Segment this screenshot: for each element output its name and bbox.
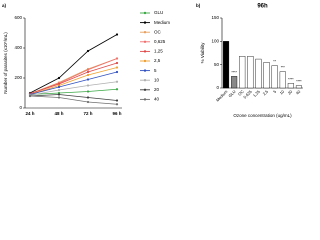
legend-marker bbox=[143, 98, 147, 101]
legend-label: 2,5 bbox=[154, 58, 161, 63]
x-tick-label: 48 h bbox=[54, 111, 63, 116]
point bbox=[86, 73, 90, 77]
legend-marker bbox=[143, 40, 147, 43]
y-tick-label: 150 bbox=[211, 15, 219, 20]
chart-title: 96h bbox=[257, 4, 268, 10]
x-tick-label: 72 h bbox=[83, 111, 92, 116]
point bbox=[86, 96, 90, 99]
legend-marker bbox=[143, 59, 147, 63]
point bbox=[115, 61, 119, 65]
significance-label: **** bbox=[231, 70, 237, 74]
point bbox=[57, 93, 61, 96]
significance-label: *** bbox=[281, 66, 286, 70]
x-tick-label: 20 bbox=[287, 88, 294, 95]
legend-marker bbox=[143, 21, 147, 24]
x-tick-label: 24 h bbox=[25, 111, 34, 116]
bar bbox=[239, 56, 246, 89]
point bbox=[115, 33, 119, 36]
y-axis-label: % Viability bbox=[200, 42, 205, 63]
x-tick-label: 1,25 bbox=[252, 88, 262, 98]
series-line bbox=[29, 71, 118, 95]
legend-marker bbox=[143, 79, 147, 82]
legend-label: OC bbox=[154, 29, 162, 34]
point bbox=[57, 76, 61, 80]
point bbox=[57, 85, 61, 89]
bar bbox=[247, 56, 254, 89]
series-line bbox=[29, 67, 118, 95]
bar bbox=[271, 65, 278, 89]
x-tick-label: 96 h bbox=[112, 111, 121, 116]
point bbox=[57, 88, 61, 92]
point bbox=[115, 99, 119, 102]
y-tick-label: 50 bbox=[214, 62, 220, 67]
bar bbox=[287, 83, 294, 89]
point bbox=[115, 103, 119, 106]
y-axis-label: Number of parasites (x10⁵/mL) bbox=[3, 32, 8, 94]
point bbox=[115, 70, 119, 74]
bar bbox=[263, 62, 270, 89]
point bbox=[115, 66, 119, 69]
bar bbox=[223, 41, 230, 89]
panel-label: b) bbox=[196, 3, 201, 8]
x-axis-label: Ozone concentration (ug/mL) bbox=[233, 113, 292, 118]
point bbox=[115, 88, 119, 91]
panel-label: a) bbox=[2, 3, 7, 8]
series-line bbox=[29, 94, 118, 101]
legend-label: 20 bbox=[154, 87, 160, 92]
y-tick-label: 400 bbox=[14, 45, 22, 50]
legend-label: GLU bbox=[154, 10, 163, 15]
point bbox=[86, 49, 90, 53]
bar bbox=[255, 58, 262, 89]
legend-marker bbox=[143, 69, 147, 72]
point bbox=[57, 96, 61, 99]
point bbox=[86, 84, 90, 87]
point bbox=[28, 94, 32, 98]
x-tick-label: OC bbox=[237, 89, 245, 97]
bar bbox=[279, 71, 286, 89]
point bbox=[86, 90, 90, 93]
significance-label: **** bbox=[288, 77, 294, 81]
significance-label: ** bbox=[273, 60, 276, 64]
legend-label: 10 bbox=[154, 77, 160, 82]
series-line bbox=[29, 81, 118, 96]
y-tick-label: 100 bbox=[211, 39, 219, 44]
series-line bbox=[29, 62, 118, 95]
y-tick-label: 200 bbox=[14, 75, 22, 80]
legend-marker bbox=[143, 31, 147, 34]
legend-label: 0,625 bbox=[154, 39, 166, 44]
figure: a)Number of parasites (x10⁵/mL)020040060… bbox=[2, 3, 303, 118]
series-line bbox=[29, 88, 118, 95]
legend-label: 5 bbox=[154, 68, 157, 73]
point bbox=[86, 70, 90, 74]
point bbox=[115, 57, 119, 60]
legend-label: 1,25 bbox=[154, 49, 163, 54]
y-tick-label: 0 bbox=[216, 85, 219, 90]
y-tick-label: 600 bbox=[14, 15, 22, 20]
x-tick-label: 40 bbox=[295, 88, 302, 95]
series-line bbox=[29, 34, 118, 94]
x-tick-label: 5 bbox=[272, 88, 278, 94]
x-tick-label: 10 bbox=[279, 88, 286, 95]
y-tick-label: 0 bbox=[19, 105, 22, 110]
legend-marker bbox=[143, 11, 147, 15]
legend-marker bbox=[143, 50, 147, 53]
x-tick-label: 0,625 bbox=[242, 88, 253, 99]
x-tick-label: GLU bbox=[227, 89, 236, 98]
legend-label: 40 bbox=[154, 97, 160, 102]
bar bbox=[231, 76, 238, 89]
bar bbox=[295, 85, 302, 89]
point bbox=[86, 68, 90, 71]
legend-label: Medium bbox=[154, 20, 170, 25]
legend-marker bbox=[143, 88, 147, 92]
x-tick-label: 2,5 bbox=[262, 88, 270, 96]
point bbox=[86, 100, 90, 104]
point bbox=[115, 80, 119, 83]
point bbox=[86, 78, 90, 81]
series-line bbox=[29, 95, 118, 105]
significance-label: **** bbox=[296, 80, 302, 84]
